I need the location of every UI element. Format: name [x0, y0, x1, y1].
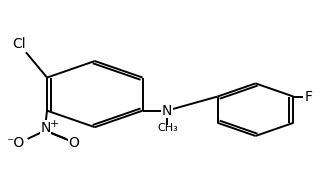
Text: N: N: [162, 104, 172, 118]
Text: Cl: Cl: [13, 36, 26, 51]
Text: ⁻O: ⁻O: [6, 136, 24, 150]
Text: +: +: [50, 119, 59, 129]
Text: CH₃: CH₃: [157, 123, 178, 133]
Text: O: O: [68, 136, 79, 150]
Text: N: N: [40, 121, 51, 135]
Text: F: F: [305, 90, 313, 103]
